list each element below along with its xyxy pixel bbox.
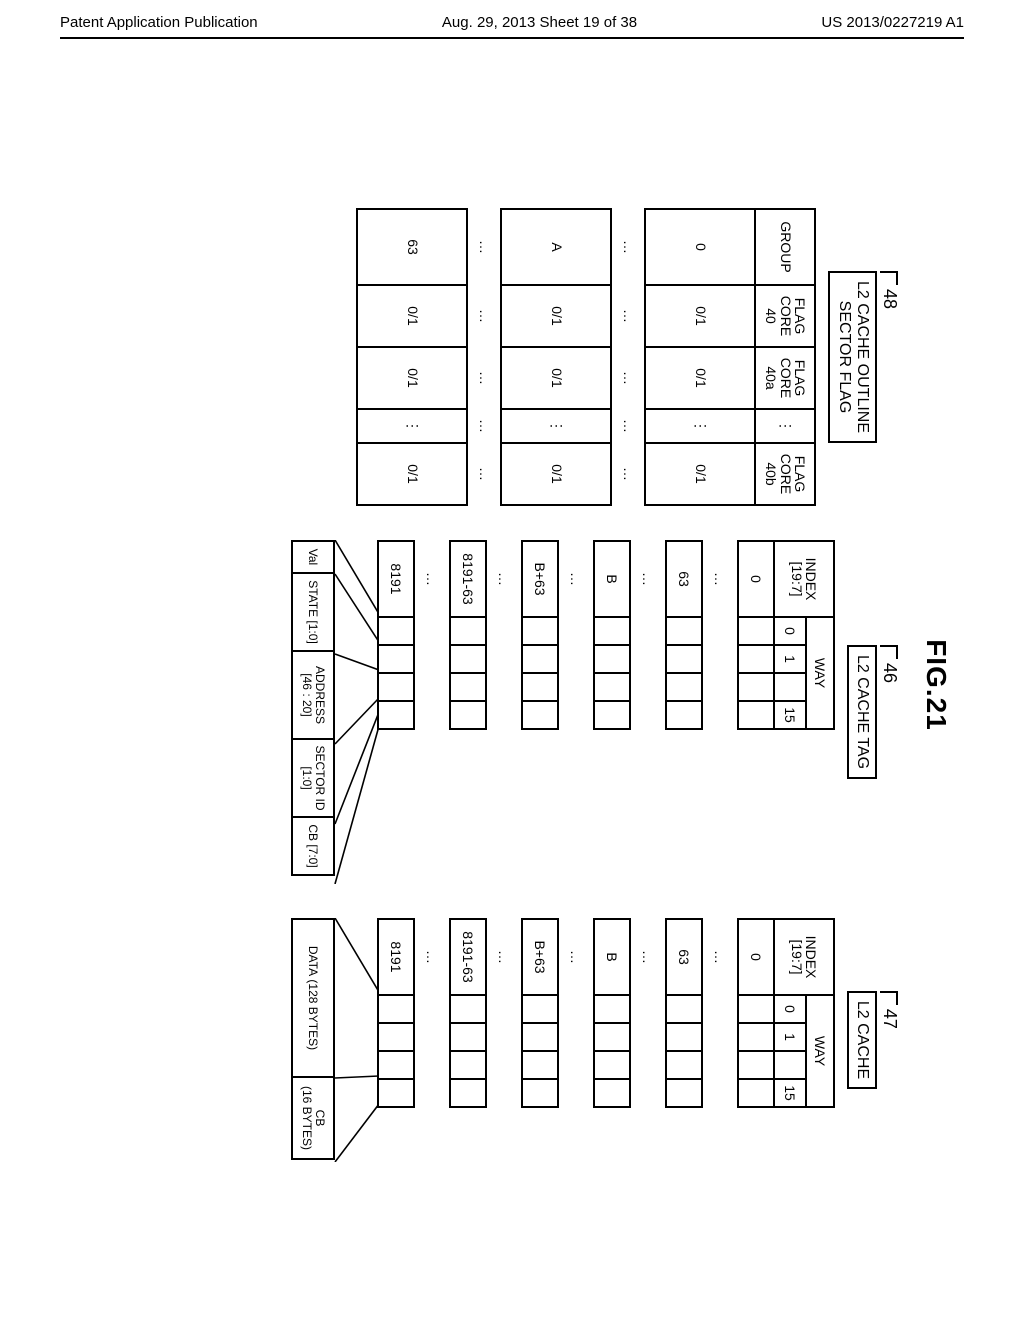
cache-caption: L2 CACHE <box>847 991 877 1089</box>
table-row: … <box>702 919 738 1107</box>
cache-way-1: 1 <box>774 1023 806 1051</box>
table-row: … <box>558 541 594 729</box>
table-row: B <box>594 919 630 1107</box>
cache-fan-labels: DATA (128 BYTES)CB(16 BYTES) <box>291 918 335 1160</box>
table-row: …………… <box>467 209 501 505</box>
table-row: … <box>486 541 522 729</box>
tag-way-15: 15 <box>774 701 806 729</box>
col-flag-dots: ⋮ <box>755 409 815 443</box>
cache-tag-block: 46 L2 CACHE TAG INDEX[19:7] WAY 0 1 15 <box>291 540 900 884</box>
cache-data-block: 47 L2 CACHE INDEX[19:7] WAY 0 1 15 <box>291 918 900 1162</box>
table-row: … <box>414 541 450 729</box>
col-flag-40b: FLAGCORE40b <box>755 443 815 505</box>
fan-label: DATA (128 BYTES) <box>291 918 335 1078</box>
table-row: 630/10/1⋮0/1 <box>357 209 467 505</box>
cache-way-15: 15 <box>774 1079 806 1107</box>
tag-fan <box>335 540 379 884</box>
table-row: 8191-63 <box>450 541 486 729</box>
header-left: Patent Application Publication <box>60 14 258 31</box>
tag-ref: 46 <box>879 645 900 779</box>
fan-label: CB [7:0] <box>291 816 335 876</box>
col-flag-40a: FLAGCORE40a <box>755 347 815 409</box>
table-row: B+63 <box>522 919 558 1107</box>
table-row: … <box>558 919 594 1107</box>
sector-ref: 48 <box>879 271 900 443</box>
cache-way-header: WAY <box>806 995 834 1107</box>
sector-caption: L2 CACHE OUTLINESECTOR FLAG <box>828 271 877 443</box>
tag-table: INDEX[19:7] WAY 0 1 15 0…63…B…B+63…8191-… <box>377 540 835 730</box>
tag-way-header: WAY <box>806 617 834 729</box>
figure-page: FIG.21 48 L2 CACHE OUTLINESECTOR FLAG GR… <box>0 70 1024 1300</box>
fan-label: CB(16 BYTES) <box>291 1076 335 1160</box>
sector-table: GROUP FLAGCORE40 FLAGCORE40a ⋮ FLAGCORE4… <box>356 208 816 506</box>
tag-way-dots <box>774 673 806 701</box>
figure-rotated-container: FIG.21 48 L2 CACHE OUTLINESECTOR FLAG GR… <box>72 105 952 1265</box>
cache-ref: 47 <box>879 991 900 1089</box>
tag-way-1: 1 <box>774 645 806 673</box>
table-row: 0 <box>738 541 774 729</box>
table-row: A0/10/1⋮0/1 <box>501 209 611 505</box>
header-rule <box>60 37 964 39</box>
figure-title: FIG.21 <box>920 105 952 1265</box>
table-row: 00/10/1⋮0/1 <box>645 209 755 505</box>
sector-flag-block: 48 L2 CACHE OUTLINESECTOR FLAG GROUP FLA… <box>356 208 900 506</box>
col-flag-40: FLAGCORE40 <box>755 285 815 347</box>
table-row: 63 <box>666 919 702 1107</box>
fan-label: ADDRESS[46 : 20] <box>291 650 335 740</box>
cache-way-dots <box>774 1051 806 1079</box>
table-row: B+63 <box>522 541 558 729</box>
fan-label: Val <box>291 540 335 574</box>
tag-way-0: 0 <box>774 617 806 645</box>
cache-way-0: 0 <box>774 995 806 1023</box>
col-group: GROUP <box>755 209 815 285</box>
table-row: … <box>414 919 450 1107</box>
table-row: … <box>486 919 522 1107</box>
header-mid: Aug. 29, 2013 Sheet 19 of 38 <box>442 14 637 31</box>
cache-fan <box>335 918 379 1162</box>
table-row: 63 <box>666 541 702 729</box>
table-row: … <box>702 541 738 729</box>
fan-label: STATE [1:0] <box>291 572 335 652</box>
header-right: US 2013/0227219 A1 <box>821 14 964 31</box>
figure-blocks: 48 L2 CACHE OUTLINESECTOR FLAG GROUP FLA… <box>291 105 900 1265</box>
table-row: B <box>594 541 630 729</box>
table-row: …………… <box>611 209 645 505</box>
cache-index-header: INDEX[19:7] <box>774 919 834 995</box>
table-row: 8191-63 <box>450 919 486 1107</box>
tag-fan-labels: ValSTATE [1:0]ADDRESS[46 : 20]SECTOR ID[… <box>291 540 335 876</box>
tag-index-header: INDEX[19:7] <box>774 541 834 617</box>
table-row: 8191 <box>378 541 414 729</box>
table-row: 8191 <box>378 919 414 1107</box>
table-row: 0 <box>738 919 774 1107</box>
fan-label: SECTOR ID[1:0] <box>291 738 335 818</box>
cache-table: INDEX[19:7] WAY 0 1 15 0…63…B…B+63…8191-… <box>377 918 835 1108</box>
tag-caption: L2 CACHE TAG <box>847 645 877 779</box>
table-row: … <box>630 919 666 1107</box>
table-row: … <box>630 541 666 729</box>
